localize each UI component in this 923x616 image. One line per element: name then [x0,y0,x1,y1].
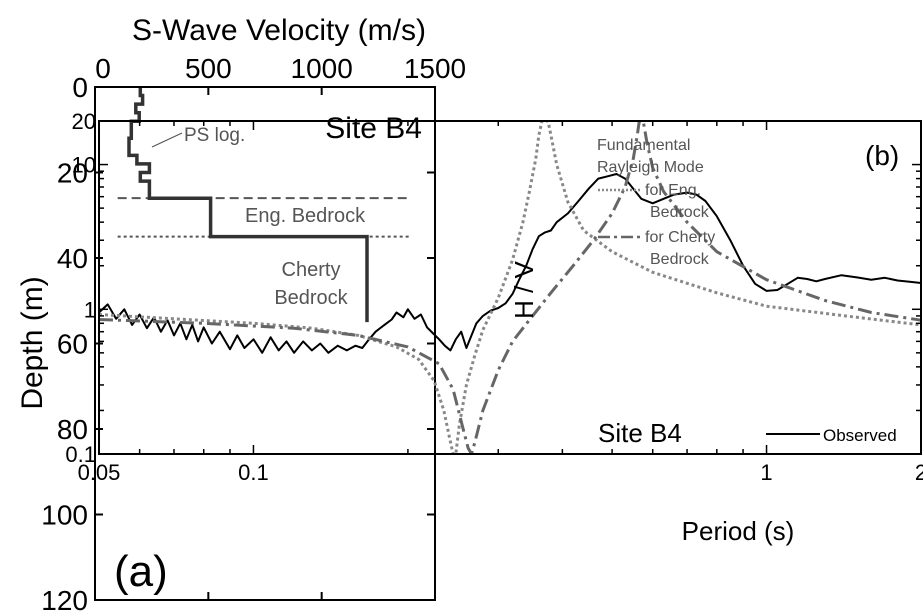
panel-a-y-tick-label: 0 [72,72,88,103]
panel-a-y-tick-label: 20 [57,158,88,189]
panel-b-plot-frame [98,120,922,455]
panel-a-y-tick-label: 120 [41,585,88,616]
panel-a-y-tick-labels: 0 20 40 60 80 100 120 [41,72,88,616]
series-ps-log [127,87,369,323]
panel-a-velocity-profile: S-Wave Velocity (m/s) 0 500 1000 1500 0 20 40… [16,14,466,616]
panel-a-series [127,87,369,323]
legend-entry-cherty-line-2: Bedrock [650,251,710,268]
panel-a-tick-marks [94,86,436,601]
panel-b-tick-marks [98,120,922,455]
panel-b-x-tick-labels: 0.05 0.1 1 2 [78,460,923,485]
annotation-ps-log: PS log. [184,125,245,146]
legend-entry-eng-line-1: for Eng. [645,182,701,199]
annotation-bedrock: Bedrock [274,287,348,309]
panel-b-y-tick-label: 1 [84,297,96,322]
panel-b-label: (b) [865,140,899,171]
panel-a-y-axis-label: Depth (m) [16,276,49,409]
panel-b-y-tick-label: 0.1 [65,442,96,467]
panel-b-x-tick-label: 0.1 [238,460,269,485]
panel-a-x-tick-label: 1000 [291,53,353,84]
panel-b-series [98,120,922,455]
panel-a-x-tick-label: 0 [95,53,111,84]
panel-b-site-label: Site B4 [598,418,682,448]
panel-a-x-tick-labels: 0 500 1000 1500 [95,53,466,84]
panel-a-y-tick-label: 80 [57,414,88,445]
legend-entry-observed: Observed [823,426,897,445]
panel-b-x-tick-label: 1 [760,460,772,485]
panel-a-x-tick-label: 1500 [404,53,466,84]
legend-title-line-1: Fundamental [597,137,690,154]
ps-log-leader-line [151,132,183,148]
panel-b-x-axis-label: Period (s) [682,516,795,546]
legend-title-line-2: Rayleigh Mode [597,159,704,176]
panel-a-title: S-Wave Velocity (m/s) [132,14,426,47]
panel-b-x-tick-label: 0.05 [78,460,121,485]
panel-a-site-label: Site B4 [325,112,422,145]
panel-b-legend: Fundamental Rayleigh Mode for Eng. Bedro… [597,137,897,445]
panel-b-y-tick-labels: 0.1 1 10 20 [65,109,96,467]
panel-a-y-tick-label: 40 [57,243,88,274]
series-eng-bedrock [98,120,922,455]
series-observed [98,173,922,354]
panel-a-x-tick-label: 500 [185,53,232,84]
legend-entry-eng-line-2: Bedrock [650,204,710,221]
panel-a-y-tick-label: 100 [41,500,88,531]
panel-a-label: (a) [114,547,168,596]
legend-entry-cherty-line-1: for Cherty [645,229,715,246]
panel-a-y-tick-label: 60 [57,329,88,360]
annotation-cherty: Cherty [282,259,341,281]
panel-b-y-axis-label: H / V [509,260,539,318]
series-cherty-bedrock [98,120,922,455]
panel-b-y-tick-label: 20 [72,109,96,134]
panel-b-y-tick-label: 10 [72,153,96,178]
annotation-eng-bedrock: Eng. Bedrock [245,205,366,227]
panel-b-x-tick-label: 2 [915,460,923,485]
